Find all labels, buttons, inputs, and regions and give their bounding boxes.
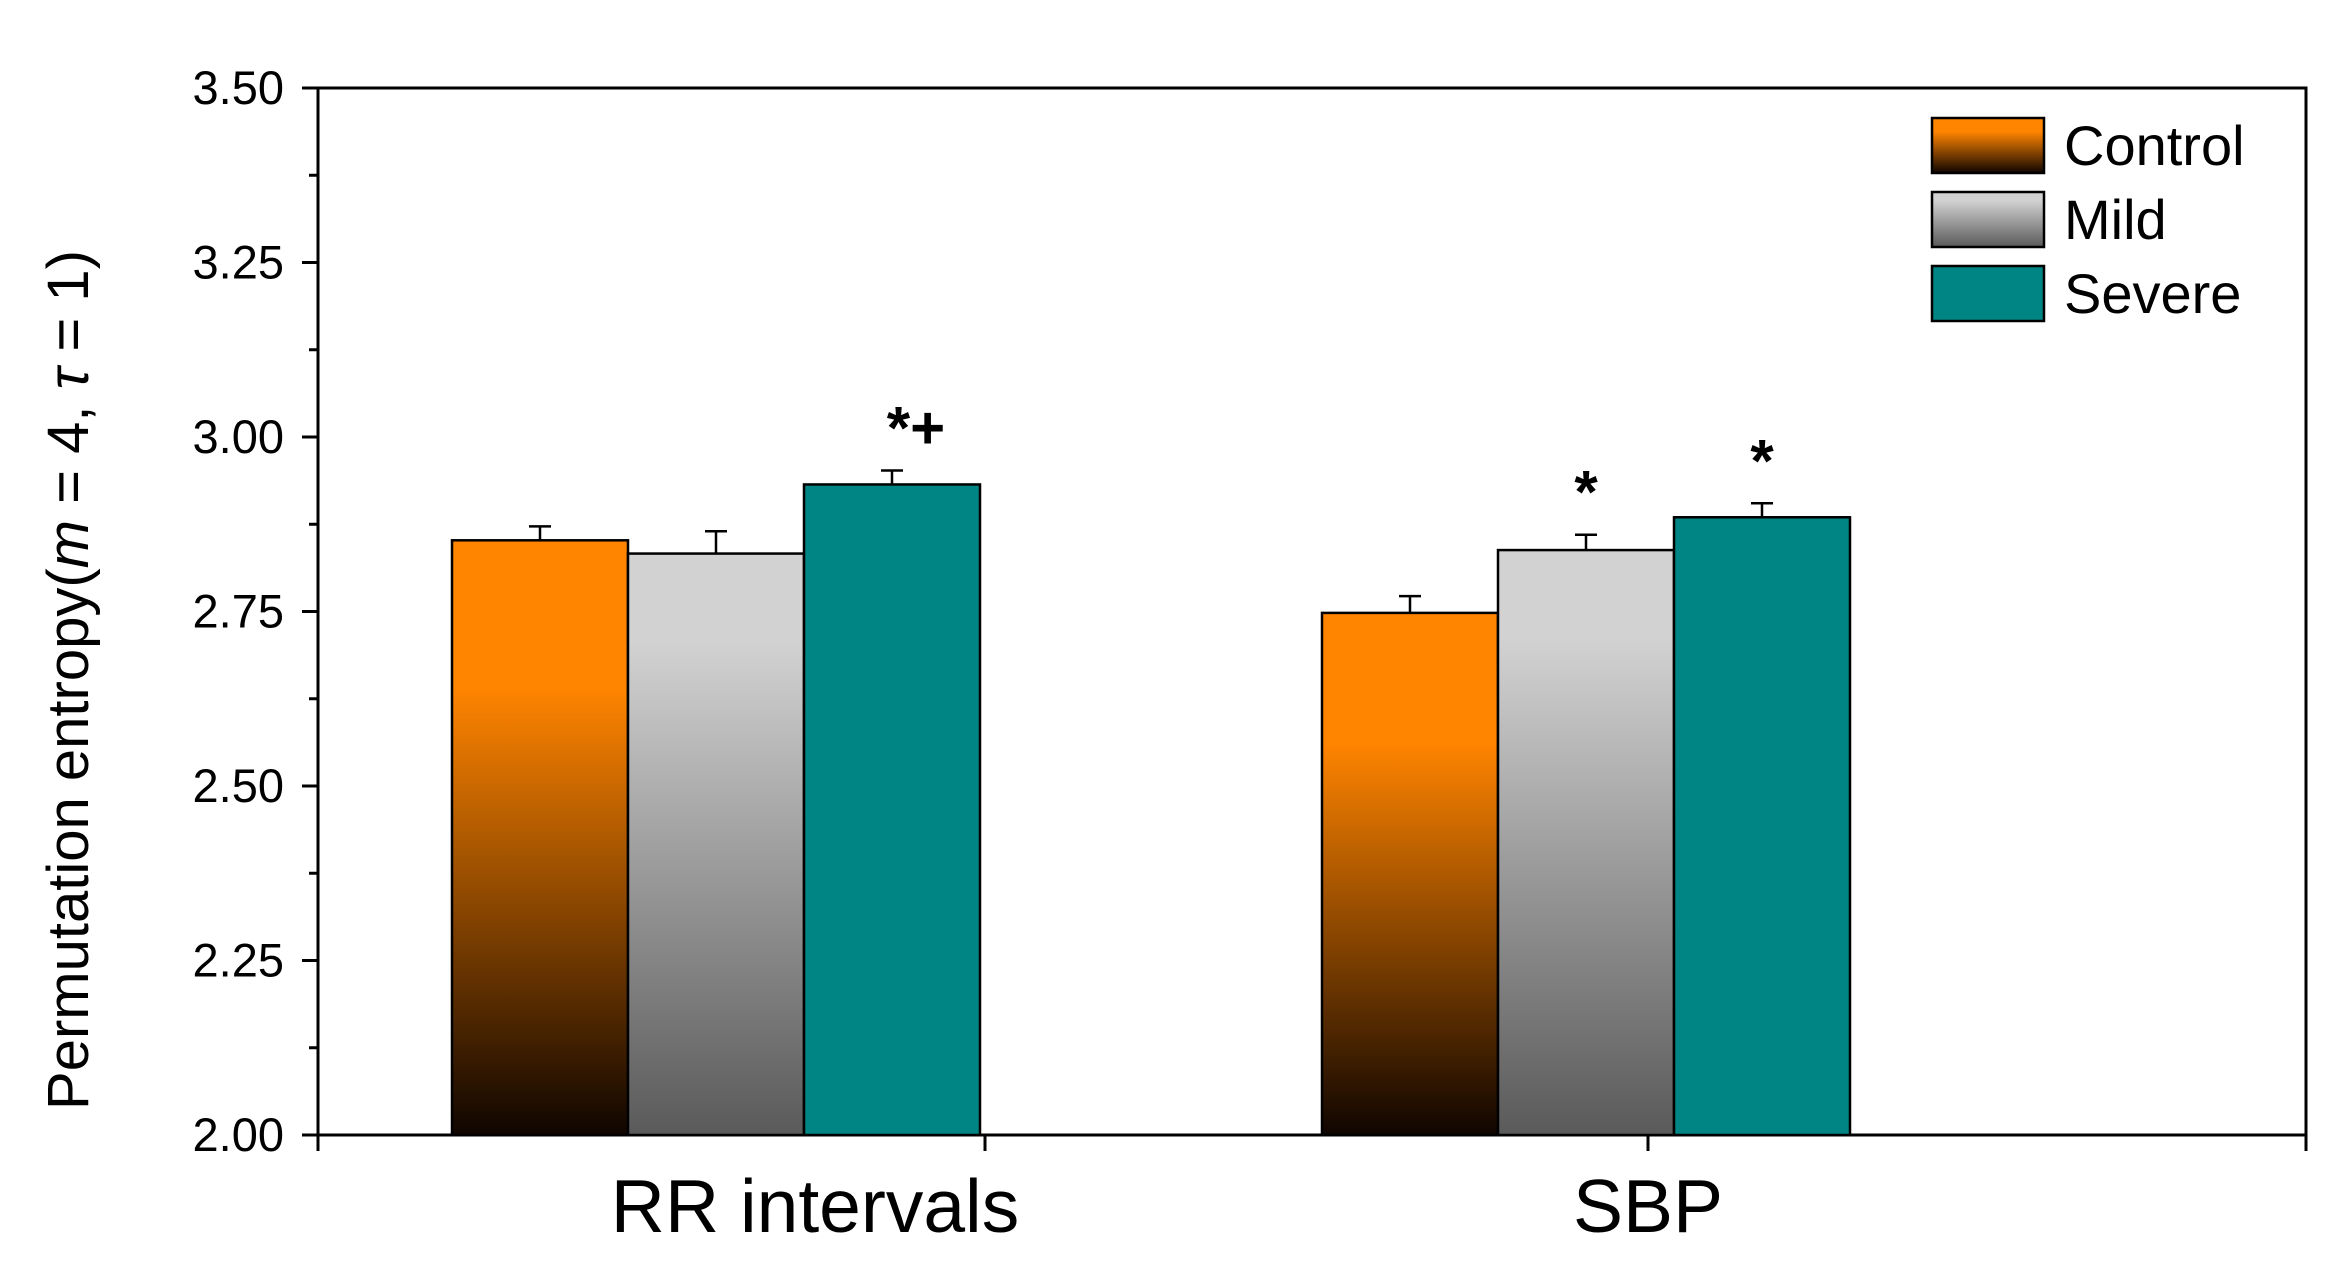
plot-axes: 2.00 2.25 2.50 2.75 3.00 3.25 3.50 RR intervals… xyxy=(193,61,2308,1248)
legend-swatch-severe xyxy=(1930,264,2046,323)
y-tick-label: 2.00 xyxy=(193,1108,284,1161)
bar-control xyxy=(450,539,630,1137)
legend-label: Mild xyxy=(2064,188,2167,251)
bar-severe xyxy=(802,483,982,1137)
y-tick-label: 2.50 xyxy=(193,759,284,812)
y-axis-title-prefix: Permutation entropy( xyxy=(36,568,101,1110)
legend-label: Severe xyxy=(2064,262,2241,325)
legend: Control Mild Severe xyxy=(1930,114,2245,325)
y-axis-title-tau-value: = 1) xyxy=(36,250,101,368)
y-tick-label: 2.75 xyxy=(193,585,284,638)
legend-swatch-mild xyxy=(1930,190,2046,249)
y-axis-title: Permutation entropy(m = 4, τ = 1) xyxy=(36,250,101,1110)
y-tick-label: 3.25 xyxy=(193,236,284,289)
x-category-label: RR intervals xyxy=(611,1164,1019,1248)
bar-control xyxy=(1320,611,1500,1137)
significance-marker: * xyxy=(1750,427,1774,494)
y-axis-title-m-value: = 4, xyxy=(36,389,101,520)
bar-mild xyxy=(626,552,806,1137)
bar-severe xyxy=(1672,516,1852,1137)
y-axis-title-m-symbol: m xyxy=(36,520,101,568)
bar-series xyxy=(450,469,1852,1137)
legend-label: Control xyxy=(2064,114,2245,177)
significance-marker: *+ xyxy=(887,395,945,462)
bar-mild xyxy=(1496,548,1676,1137)
y-tick-label: 3.00 xyxy=(193,410,284,463)
x-category-label: SBP xyxy=(1573,1164,1723,1248)
y-tick-label: 2.25 xyxy=(193,934,284,987)
significance-annotations: *+ * * xyxy=(887,395,1775,526)
y-axis-title-tau-symbol: τ xyxy=(36,364,101,389)
y-tick-label: 3.50 xyxy=(193,61,284,114)
significance-marker: * xyxy=(1574,459,1598,526)
legend-swatch-control xyxy=(1930,116,2046,175)
